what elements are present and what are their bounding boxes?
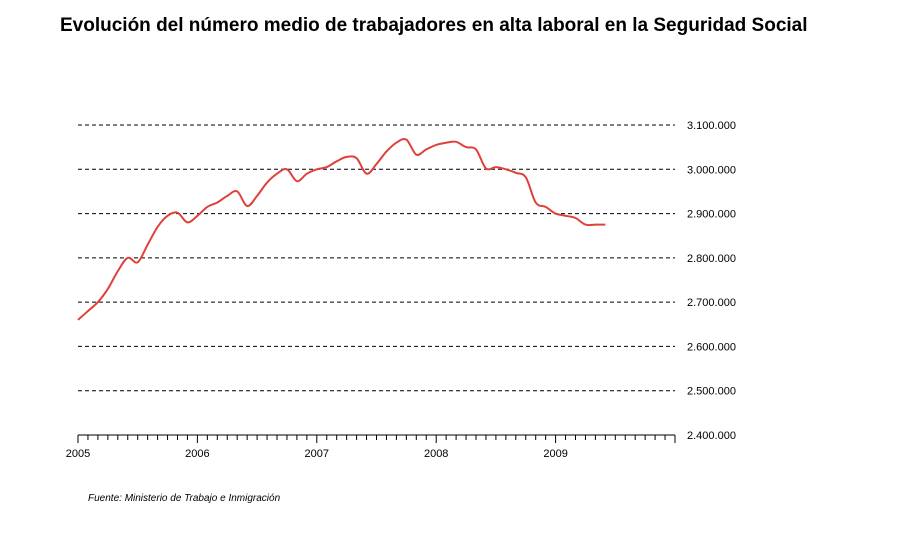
y-tick-label: 2.900.000 xyxy=(687,209,736,221)
y-tick-labels: 3.100.000 3.000.000 2.900.000 2.800.000 2.70… xyxy=(687,120,736,442)
x-tick-label: 2005 xyxy=(66,448,90,460)
series-line xyxy=(77,137,606,321)
y-tick-label: 2.400.000 xyxy=(687,430,736,442)
y-tick-label: 2.700.000 xyxy=(687,297,736,309)
y-tick-label: 2.600.000 xyxy=(687,341,736,353)
x-tick-label: 2007 xyxy=(305,448,329,460)
x-axis xyxy=(77,434,676,443)
y-tick-label: 3.000.000 xyxy=(687,164,736,176)
series-layer xyxy=(77,137,606,321)
x-tick-label: 2009 xyxy=(543,448,567,460)
x-tick-label: 2006 xyxy=(185,448,209,460)
chart-title: Evolución del número medio de trabajador… xyxy=(60,15,808,36)
x-tick-labels: 2005 2006 2007 2008 2009 xyxy=(66,448,568,460)
y-tick-label: 2.800.000 xyxy=(687,253,736,265)
y-tick-label: 2.500.000 xyxy=(687,386,736,398)
y-tick-label: 3.100.000 xyxy=(687,120,736,132)
x-tick-label: 2008 xyxy=(424,448,448,460)
source-note: Fuente: Ministerio de Trabajo e Inmigrac… xyxy=(88,493,281,504)
